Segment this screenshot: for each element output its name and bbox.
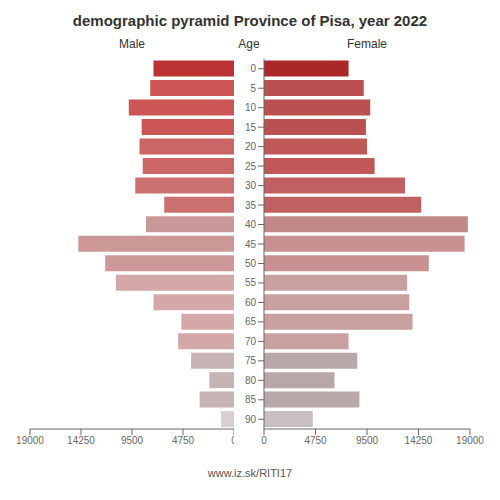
svg-text:25: 25 xyxy=(245,161,257,172)
svg-text:75: 75 xyxy=(245,355,257,366)
svg-text:40: 40 xyxy=(245,219,257,230)
svg-text:65: 65 xyxy=(245,316,257,327)
svg-text:50: 50 xyxy=(245,258,257,269)
svg-text:45: 45 xyxy=(245,239,257,250)
svg-text:10: 10 xyxy=(245,102,257,113)
svg-text:60: 60 xyxy=(245,297,257,308)
svg-text:14250: 14250 xyxy=(67,435,95,446)
svg-text:85: 85 xyxy=(245,394,257,405)
svg-text:4750: 4750 xyxy=(304,435,327,446)
svg-text:5: 5 xyxy=(250,83,256,94)
html-text:Age: Age xyxy=(238,37,260,51)
html-text:Female: Female xyxy=(347,37,387,51)
svg-text:0: 0 xyxy=(250,63,256,74)
html-text:demographic pyramid Province o: demographic pyramid Province of Pisa, ye… xyxy=(72,12,428,29)
html-text:www.iz.sk/RITI17: www.iz.sk/RITI17 xyxy=(207,467,293,479)
svg-text:9500: 9500 xyxy=(356,435,379,446)
svg-text:20: 20 xyxy=(245,141,257,152)
svg-text:90: 90 xyxy=(245,414,257,425)
svg-text:15: 15 xyxy=(245,122,257,133)
svg-text:0: 0 xyxy=(261,435,267,446)
svg-text:19000: 19000 xyxy=(456,435,484,446)
svg-text:35: 35 xyxy=(245,200,257,211)
svg-text:80: 80 xyxy=(245,375,257,386)
svg-text:9500: 9500 xyxy=(121,435,144,446)
svg-text:55: 55 xyxy=(245,277,257,288)
html-text:Male: Male xyxy=(119,37,145,51)
svg-text:14250: 14250 xyxy=(405,435,433,446)
svg-text:4750: 4750 xyxy=(172,435,195,446)
svg-text:0: 0 xyxy=(231,435,234,446)
svg-text:30: 30 xyxy=(245,180,257,191)
svg-text:19000: 19000 xyxy=(16,435,44,446)
svg-text:70: 70 xyxy=(245,336,257,347)
